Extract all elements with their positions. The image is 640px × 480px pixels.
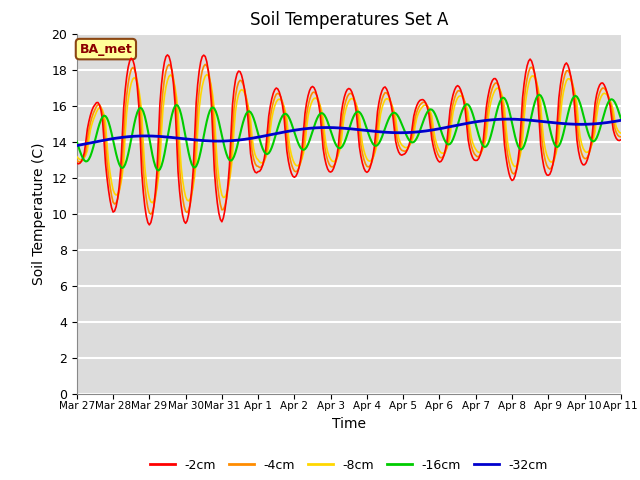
-4cm [147,211,155,217]
-8cm [554,144,561,150]
-16cm [617,115,625,121]
-4cm [202,61,209,67]
-2cm [164,52,172,58]
-2cm [386,95,394,101]
-32cm [174,135,182,141]
X-axis label: Time: Time [332,417,366,431]
-32cm [401,130,408,135]
-32cm [383,130,390,135]
-8cm [404,144,412,150]
Line: -8cm: -8cm [77,74,621,203]
-2cm [404,146,412,152]
-32cm [552,120,559,126]
-16cm [415,132,422,138]
-8cm [148,200,156,205]
-16cm [535,92,543,97]
-16cm [88,149,96,155]
-2cm [416,97,424,103]
-4cm [73,157,81,163]
-16cm [384,118,392,123]
-16cm [554,144,561,150]
-4cm [176,166,184,171]
-8cm [386,97,394,103]
Line: -32cm: -32cm [77,119,621,145]
-32cm [73,143,81,148]
-4cm [88,114,96,120]
-8cm [203,72,211,77]
Line: -16cm: -16cm [77,95,621,170]
-32cm [88,140,96,145]
-8cm [176,140,184,146]
-4cm [416,102,424,108]
-2cm [88,108,96,113]
-8cm [88,121,96,127]
Text: BA_met: BA_met [79,43,132,56]
-16cm [176,106,184,112]
-2cm [73,160,81,166]
-8cm [73,154,81,159]
Line: -2cm: -2cm [77,55,621,225]
Line: -4cm: -4cm [77,64,621,214]
-2cm [554,118,561,124]
-8cm [416,108,424,113]
-4cm [404,146,412,152]
-4cm [617,134,625,140]
-16cm [154,168,162,173]
-32cm [413,129,420,135]
-2cm [145,222,153,228]
-8cm [617,130,625,136]
Title: Soil Temperatures Set A: Soil Temperatures Set A [250,11,448,29]
Y-axis label: Soil Temperature (C): Soil Temperature (C) [31,143,45,285]
-2cm [177,202,185,208]
-4cm [386,95,394,101]
-16cm [73,139,81,144]
Legend: -2cm, -4cm, -8cm, -16cm, -32cm: -2cm, -4cm, -8cm, -16cm, -32cm [145,454,553,477]
-4cm [554,137,561,143]
-2cm [617,137,625,143]
-32cm [504,116,511,122]
-32cm [617,118,625,123]
-16cm [403,132,410,138]
